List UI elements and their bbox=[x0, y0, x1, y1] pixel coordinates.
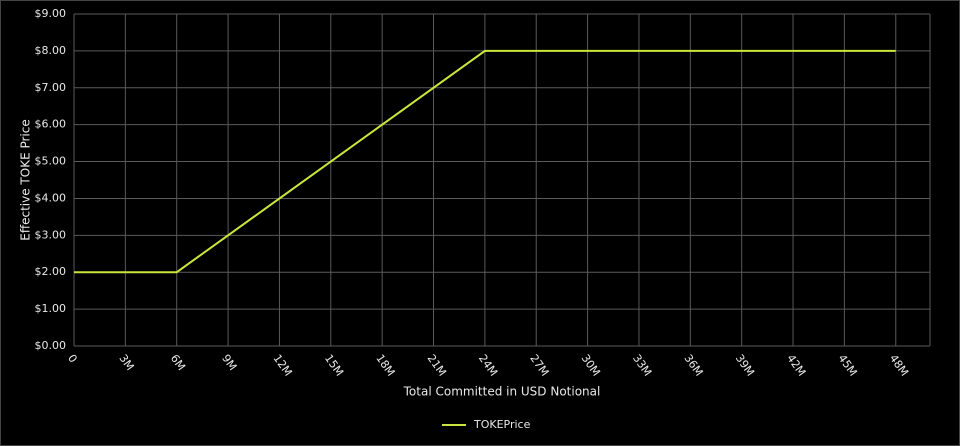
y-tick-label: $2.00 bbox=[35, 265, 67, 278]
y-tick-label: $6.00 bbox=[35, 118, 67, 131]
y-tick-label: $7.00 bbox=[35, 81, 67, 94]
y-tick-label: $3.00 bbox=[35, 228, 67, 241]
y-tick-label: $4.00 bbox=[35, 191, 67, 204]
x-axis-title: Total Committed in USD Notional bbox=[403, 385, 601, 399]
y-axis-title: Effective TOKE Price bbox=[19, 119, 33, 240]
y-tick-label: $0.00 bbox=[35, 339, 67, 352]
y-tick-label: $1.00 bbox=[35, 302, 67, 315]
line-series bbox=[74, 49, 896, 274]
y-tick-label: $8.00 bbox=[35, 44, 67, 57]
y-tick-label: $9.00 bbox=[35, 7, 67, 20]
legend-label: TOKEPrice bbox=[473, 418, 531, 431]
y-tick-label: $5.00 bbox=[35, 155, 67, 168]
